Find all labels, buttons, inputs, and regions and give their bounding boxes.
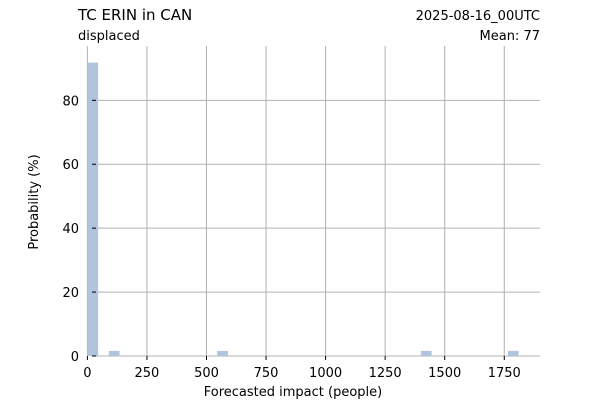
bar-3 <box>420 350 432 356</box>
x-tick-label: 500 <box>194 366 219 381</box>
bars <box>87 62 519 356</box>
x-axis-label: Forecasted impact (people) <box>204 385 382 400</box>
y-tick-label: 0 <box>71 350 79 365</box>
y-axis-ticks: 0 20 40 60 80 <box>62 94 96 365</box>
bar-4 <box>507 350 519 356</box>
bar-0 <box>87 62 99 356</box>
chart-title: TC ERIN in CAN <box>77 6 192 24</box>
x-tick-label: 750 <box>254 366 279 381</box>
y-tick-label: 60 <box>62 158 79 173</box>
y-tick-label: 80 <box>62 94 79 109</box>
chart-subtitle: displaced <box>78 29 140 44</box>
x-axis-ticks: 0 250 500 750 1000 1250 1500 1750 <box>83 356 521 381</box>
forecast-date-label: 2025-08-16_00UTC <box>416 9 540 24</box>
mean-label: Mean: 77 <box>480 29 540 44</box>
y-axis-label: Probability (%) <box>27 154 42 249</box>
bar-1 <box>108 350 120 356</box>
x-tick-label: 1500 <box>428 366 461 381</box>
x-tick-label: 1750 <box>488 366 521 381</box>
y-tick-label: 20 <box>62 286 79 301</box>
bar-2 <box>217 350 228 356</box>
x-tick-label: 1250 <box>369 366 402 381</box>
grid <box>86 46 540 357</box>
x-tick-label: 250 <box>135 366 160 381</box>
y-tick-label: 40 <box>62 222 79 237</box>
x-tick-label: 1000 <box>309 366 342 381</box>
x-tick-label: 0 <box>83 366 91 381</box>
